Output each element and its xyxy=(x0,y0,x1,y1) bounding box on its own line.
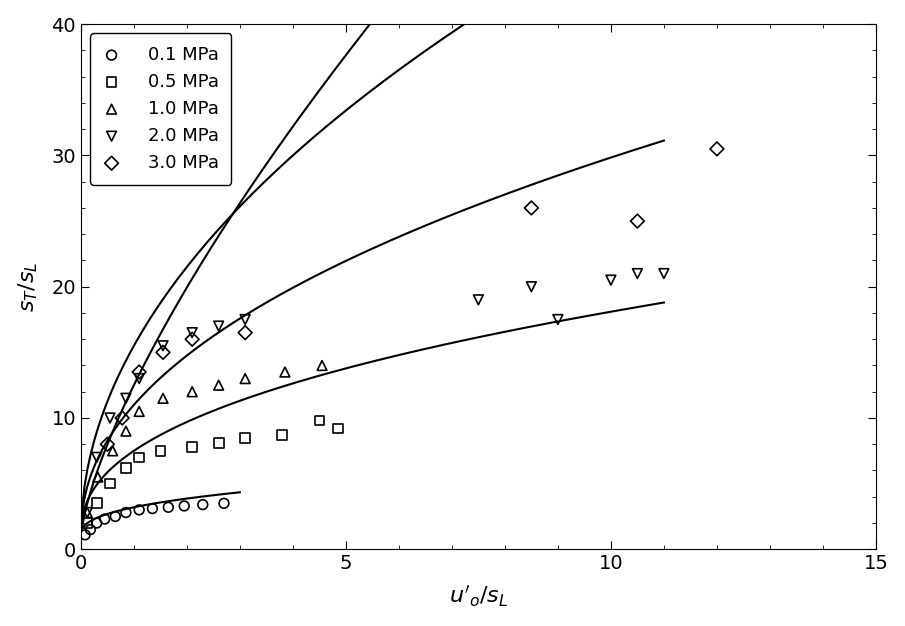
2.0 MPa xyxy=(630,269,644,279)
1.0 MPa xyxy=(80,508,94,518)
0.5 MPa xyxy=(185,442,199,452)
3.0 MPa xyxy=(115,413,129,423)
2.0 MPa xyxy=(550,314,565,324)
2.0 MPa xyxy=(212,321,226,331)
0.5 MPa xyxy=(119,463,133,473)
2.0 MPa xyxy=(80,508,94,518)
3.0 MPa xyxy=(100,439,115,449)
1.0 MPa xyxy=(119,426,133,436)
2.0 MPa xyxy=(604,275,618,285)
2.0 MPa xyxy=(238,314,252,324)
0.1 MPa xyxy=(90,518,104,528)
0.5 MPa xyxy=(212,438,226,448)
1.0 MPa xyxy=(105,446,119,456)
3.0 MPa xyxy=(710,144,724,154)
0.5 MPa xyxy=(238,433,252,443)
3.0 MPa xyxy=(630,216,644,226)
2.0 MPa xyxy=(185,327,199,337)
0.5 MPa xyxy=(132,453,147,463)
1.0 MPa xyxy=(278,367,292,377)
0.5 MPa xyxy=(153,446,167,456)
0.5 MPa xyxy=(90,498,104,508)
1.0 MPa xyxy=(156,393,170,403)
2.0 MPa xyxy=(103,413,118,423)
Y-axis label: $s_T/s_L$: $s_T/s_L$ xyxy=(16,262,40,312)
Legend: 0.1 MPa, 0.5 MPa, 1.0 MPa, 2.0 MPa, 3.0 MPa: 0.1 MPa, 0.5 MPa, 1.0 MPa, 2.0 MPa, 3.0 … xyxy=(90,33,232,185)
0.1 MPa xyxy=(177,501,192,511)
1.0 MPa xyxy=(132,406,147,416)
3.0 MPa xyxy=(238,327,252,337)
0.1 MPa xyxy=(145,503,159,513)
0.1 MPa xyxy=(195,500,210,510)
1.0 MPa xyxy=(212,380,226,390)
3.0 MPa xyxy=(156,347,170,357)
2.0 MPa xyxy=(657,269,672,279)
2.0 MPa xyxy=(524,282,538,292)
2.0 MPa xyxy=(472,295,486,305)
2.0 MPa xyxy=(119,393,133,403)
0.1 MPa xyxy=(83,525,98,535)
0.5 MPa xyxy=(330,423,345,433)
2.0 MPa xyxy=(90,453,104,463)
0.1 MPa xyxy=(78,530,92,540)
0.1 MPa xyxy=(108,511,122,521)
2.0 MPa xyxy=(156,341,170,351)
3.0 MPa xyxy=(185,334,199,344)
0.1 MPa xyxy=(119,508,133,518)
0.1 MPa xyxy=(98,514,112,524)
0.5 MPa xyxy=(275,430,290,440)
0.1 MPa xyxy=(161,502,176,512)
0.1 MPa xyxy=(216,498,231,508)
0.5 MPa xyxy=(80,518,94,528)
1.0 MPa xyxy=(185,387,199,397)
1.0 MPa xyxy=(238,374,252,384)
3.0 MPa xyxy=(524,203,538,213)
1.0 MPa xyxy=(315,361,329,371)
0.1 MPa xyxy=(132,505,147,515)
0.5 MPa xyxy=(103,479,118,489)
3.0 MPa xyxy=(132,367,147,377)
0.5 MPa xyxy=(312,416,327,426)
1.0 MPa xyxy=(90,472,105,482)
2.0 MPa xyxy=(132,374,147,384)
X-axis label: $u'_o/s_L$: $u'_o/s_L$ xyxy=(449,584,508,609)
